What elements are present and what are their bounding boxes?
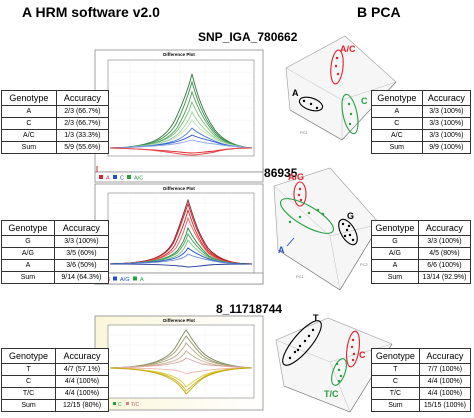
legend-3-label-2: T/C	[131, 402, 139, 408]
legend-2-label-1: A/G	[120, 277, 129, 283]
pca-table-3: Genotype Accuracy T 7/7 (100%) C 4/4 (100%)…	[371, 348, 472, 412]
legend-2-label-2: A	[140, 277, 144, 283]
pca-2-label-1: G	[347, 211, 354, 221]
table-header-genotype: Genotype	[371, 348, 420, 364]
snp-title-3: 8_11718744	[216, 302, 283, 316]
hrm-table-2: Genotype Accuracy G 3/3 (100%) A/G 3/5 (60%…	[1, 220, 110, 284]
table-row: C 4/4 (100%)	[371, 375, 472, 388]
hrm-plot-1-title: Difference Plot	[163, 52, 195, 57]
pca-1-label-1: A	[292, 88, 299, 98]
table-row: T/C 4/4 (100%)	[371, 387, 472, 400]
table-row: A/C 1/3 (33.3%)	[1, 129, 110, 142]
table-header-accuracy: Accuracy	[55, 348, 109, 364]
table-row: A 2/3 (66.7%)	[1, 105, 110, 118]
legend-1-swatch-0	[99, 175, 103, 179]
table-row: G 3/3 (100%)	[1, 235, 110, 248]
table-row: C 4/4 (100%)	[0, 375, 109, 388]
table-header-genotype: Genotype	[1, 220, 55, 236]
hrm-table-3: Genotype Accuracy T 4/7 (57.1%) C 4/4 (100%…	[0, 348, 109, 412]
legend-2-swatch-2	[133, 276, 137, 281]
pca-3-label-0: T	[313, 313, 319, 323]
hrm-plot-1: Difference Plot	[94, 49, 264, 183]
table-row: G 3/3 (100%)	[371, 235, 472, 248]
legend-1-label-2: A/C	[134, 176, 143, 182]
table-header-genotype: Genotype	[371, 220, 419, 236]
table-row: T 7/7 (100%)	[371, 363, 472, 376]
table-row: A 3/3 (100%)	[371, 105, 472, 118]
table-row: T 4/7 (57.1%)	[0, 363, 109, 376]
hrm-plot-2: Difference Plot	[94, 183, 264, 285]
table-header-accuracy: Accuracy	[53, 220, 110, 236]
pca-2-label-0: A/G	[288, 172, 304, 182]
table-header-accuracy: Accuracy	[418, 348, 472, 364]
pca-3-label-1: C	[359, 350, 366, 360]
pca-1-label-2: C	[361, 96, 368, 106]
legend-1-swatch-2	[127, 175, 131, 179]
legend-1-swatch-1	[113, 175, 117, 179]
legend-3-swatch-1	[113, 402, 116, 405]
table-row: C 2/3 (66.7%)	[1, 117, 110, 130]
table-row: Sum 12/15 (80%)	[0, 399, 109, 412]
pca-3-label-2: T/C	[324, 389, 339, 399]
pca-table-1: Genotype Accuracy A 3/3 (100%) C 3/3 (100%)…	[371, 90, 472, 154]
pca-2-label-2: A	[278, 245, 285, 255]
table-row: A 3/6 (50%)	[1, 259, 110, 272]
table-row: Sum 9/9 (100%)	[371, 141, 472, 154]
table-header-accuracy: Accuracy	[55, 90, 110, 106]
panel-a-title: A HRM software v2.0	[22, 4, 160, 20]
table-header-genotype: Genotype	[0, 348, 57, 364]
table-row: Sum 15/15 (100%)	[371, 399, 472, 412]
hrm-plot-2-title: Difference Plot	[163, 186, 195, 191]
table-header-accuracy: Accuracy	[417, 220, 472, 236]
svg-text:PC2: PC2	[360, 262, 369, 267]
snp-title-1: SNP_IGA_780662	[198, 30, 298, 44]
legend-2-swatch-1	[113, 276, 117, 281]
hrm-plot-3-title: Difference Plot	[163, 318, 195, 323]
legend-1-label-0: A	[106, 176, 110, 182]
table-row: A 6/6 (100%)	[371, 259, 472, 272]
hrm-plot-1-legend: A C A/C	[99, 175, 143, 182]
table-row: A/G 3/5 (60%)	[1, 247, 110, 260]
svg-text:PC1: PC1	[296, 274, 305, 279]
svg-text:PC1: PC1	[300, 130, 309, 135]
hrm-table-1: Genotype Accuracy A 2/3 (66.7%) C 2/3 (66.7…	[1, 90, 110, 154]
pca-table-2: Genotype Accuracy G 3/3 (100%) A/G 4/5 (80%…	[371, 220, 472, 284]
panel-b-title: B PCA	[357, 4, 401, 20]
legend-3-swatch-2	[126, 402, 129, 405]
legend-3-label-1: C	[118, 402, 122, 408]
table-row: Sum 9/14 (64.3%)	[1, 271, 110, 284]
pca-1-label-0: A/C	[340, 44, 356, 54]
table-row: A/G 4/5 (80%)	[371, 247, 472, 260]
hrm-plot-3: Difference Plot	[94, 315, 264, 411]
table-header-accuracy: Accuracy	[421, 90, 472, 106]
legend-1-label-1: C	[120, 176, 124, 182]
table-header-genotype: Genotype	[371, 90, 423, 106]
table-row: T/C 4/4 (100%)	[0, 387, 109, 400]
table-header-genotype: Genotype	[1, 90, 57, 106]
pca-plot-2: PC1 PC2 A/G G A	[273, 167, 381, 291]
table-row: C 3/3 (100%)	[371, 117, 472, 130]
table-row: Sum 13/14 (92.9%)	[371, 271, 472, 284]
table-row: Sum 5/9 (55.6%)	[1, 141, 110, 154]
pca-plot-3: T C T/C	[275, 313, 393, 413]
table-row: A/C 3/3 (100%)	[371, 129, 472, 142]
pca-plot-1: PC1 PC2 A/C A C	[285, 35, 397, 141]
